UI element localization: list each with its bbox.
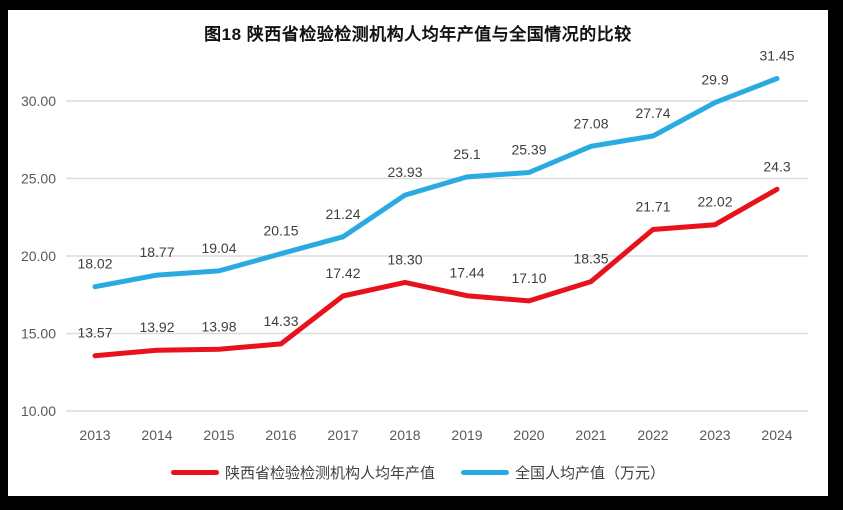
legend-line-swatch-national — [461, 470, 509, 475]
point-label-0: 17.10 — [511, 270, 546, 286]
point-label-0: 18.30 — [387, 251, 422, 267]
chart-title: 图18 陕西省检验检测机构人均年产值与全国情况的比较 — [204, 25, 632, 44]
point-label-0: 14.33 — [263, 313, 298, 329]
point-label-1: 31.45 — [759, 48, 794, 64]
legend-label-shaanxi: 陕西省检验检测机构人均年产值 — [224, 465, 435, 482]
point-label-1: 29.9 — [701, 72, 728, 88]
point-label-1: 21.24 — [325, 206, 360, 222]
x-axis-tick-label: 2018 — [389, 427, 420, 443]
x-axis-tick-label: 2014 — [141, 427, 172, 443]
legend-line-swatch-shaanxi — [170, 470, 219, 475]
x-axis-tick-label: 2019 — [451, 427, 482, 443]
legend-item-shaanxi: 陕西省检验检测机构人均年产值 — [170, 462, 435, 483]
point-label-1: 25.39 — [511, 142, 546, 158]
x-axis-tick-label: 2022 — [637, 427, 668, 443]
point-label-1: 18.02 — [77, 256, 112, 272]
point-label-0: 13.57 — [77, 325, 112, 341]
point-label-0: 21.71 — [635, 199, 670, 215]
chart-svg: 10.00 15.00 20.00 25.00 30.00 2013 2014 2015 201… — [21, 48, 808, 443]
x-axis-tick-label: 2024 — [761, 427, 792, 443]
x-axis-tick-label: 2023 — [699, 427, 730, 443]
series-line-1 — [92, 76, 780, 290]
point-label-0: 22.02 — [697, 194, 732, 210]
y-axis-tick-label: 15.00 — [21, 326, 56, 342]
x-axis-tick-label: 2021 — [575, 427, 606, 443]
x-axis-tick-label: 2020 — [513, 427, 544, 443]
x-axis-tick-label: 2017 — [327, 427, 358, 443]
point-label-0: 17.42 — [325, 265, 360, 281]
y-axis-tick-label: 30.00 — [21, 93, 56, 109]
point-label-1: 27.74 — [635, 105, 670, 121]
y-axis-tick-label: 25.00 — [21, 171, 56, 187]
point-label-1: 23.93 — [387, 164, 422, 180]
point-label-1: 20.15 — [263, 223, 298, 239]
point-label-0: 24.3 — [763, 158, 790, 174]
point-label-0: 13.98 — [201, 318, 236, 334]
chart-legend: 陕西省检验检测机构人均年产值 全国人均产值（万元） — [8, 462, 828, 483]
point-label-0: 13.92 — [139, 319, 174, 335]
point-label-0: 17.44 — [449, 265, 484, 281]
point-label-1: 25.1 — [453, 146, 480, 162]
y-axis-tick-label: 20.00 — [21, 248, 56, 264]
x-axis-tick-label: 2016 — [265, 427, 296, 443]
legend-label-national: 全国人均产值（万元） — [515, 465, 666, 482]
x-axis-tick-label: 2013 — [79, 427, 110, 443]
series-line-0 — [92, 186, 780, 359]
y-axis-tick-label: 10.00 — [21, 403, 56, 419]
x-axis-tick-label: 2015 — [203, 427, 234, 443]
chart-panel: 图18 陕西省检验检测机构人均年产值与全国情况的比较 10.00 15.00 20.… — [8, 10, 828, 496]
point-label-1: 19.04 — [201, 240, 236, 256]
point-label-0: 18.35 — [573, 251, 608, 267]
point-label-1: 18.77 — [139, 244, 174, 260]
legend-item-national: 全国人均产值（万元） — [461, 462, 665, 483]
point-label-1: 27.08 — [573, 115, 608, 131]
